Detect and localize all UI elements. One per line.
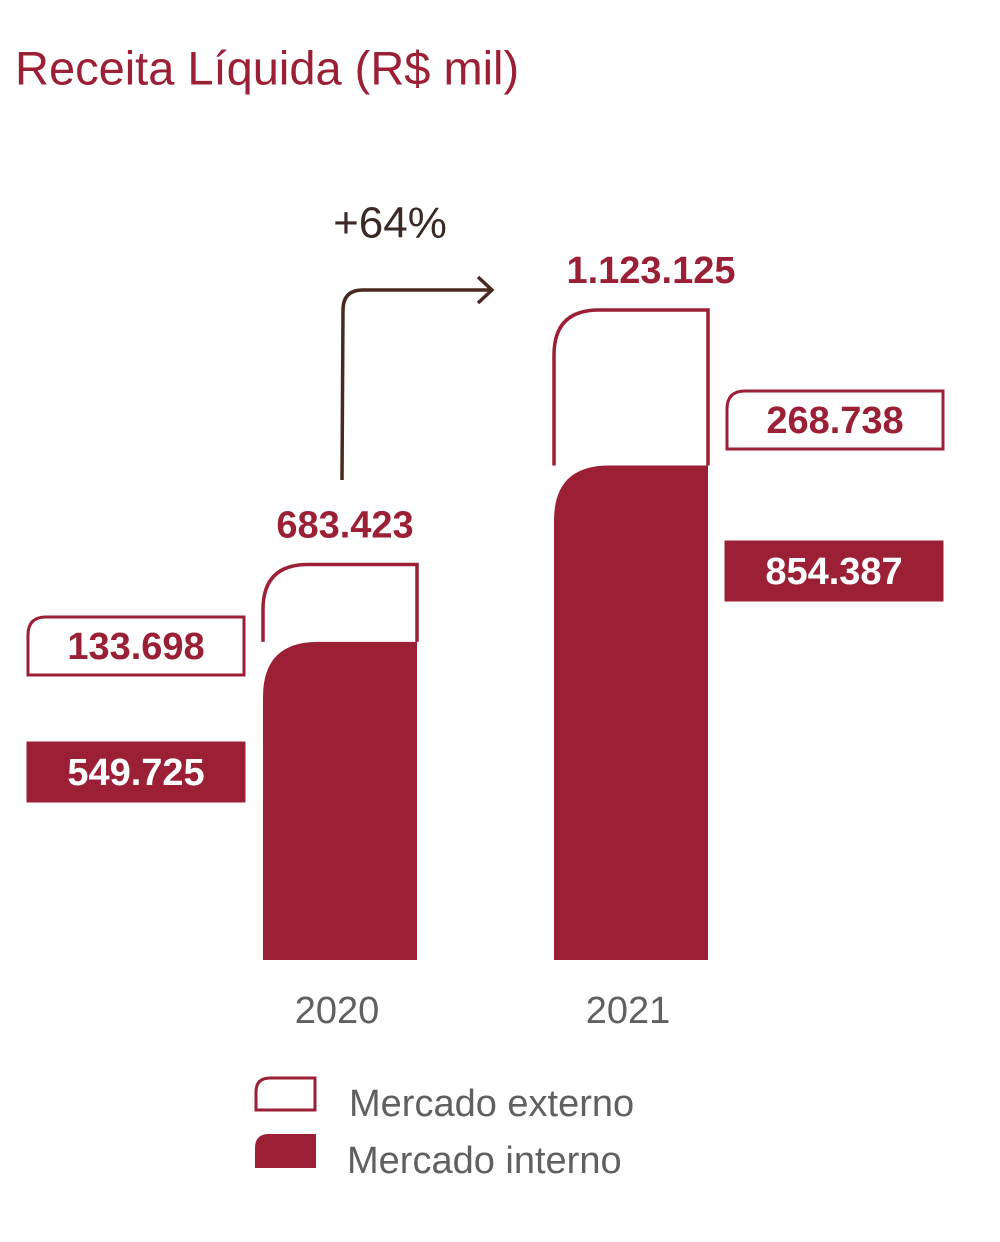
- value-label: 268.738: [766, 400, 903, 442]
- value-label: 549.725: [67, 752, 204, 794]
- value-label: 133.698: [67, 626, 204, 668]
- value-label-box: [725, 389, 945, 451]
- legend-swatch: [254, 1076, 317, 1112]
- legend-label: Mercado interno: [347, 1140, 622, 1182]
- growth-arrow: [340, 275, 495, 481]
- x-tick-label: 2021: [586, 990, 671, 1032]
- bar-segment: [554, 465, 708, 960]
- bar-segment: [552, 308, 710, 466]
- bar-segment: [263, 641, 417, 960]
- value-label-box: [26, 741, 246, 803]
- bar-segment: [261, 562, 419, 642]
- value-label-box: [722, 540, 944, 602]
- x-tick-label: 2020: [295, 990, 380, 1032]
- legend-swatch: [255, 1134, 316, 1168]
- total-label: 683.423: [276, 505, 413, 547]
- legend-label: Mercado externo: [349, 1083, 634, 1125]
- value-label-box: [26, 615, 246, 677]
- chart-title: Receita Líquida (R$ mil): [15, 41, 519, 94]
- total-label: 1.123.125: [566, 250, 735, 292]
- value-label: 854.387: [765, 551, 902, 593]
- growth-annotation: +64%: [333, 199, 447, 248]
